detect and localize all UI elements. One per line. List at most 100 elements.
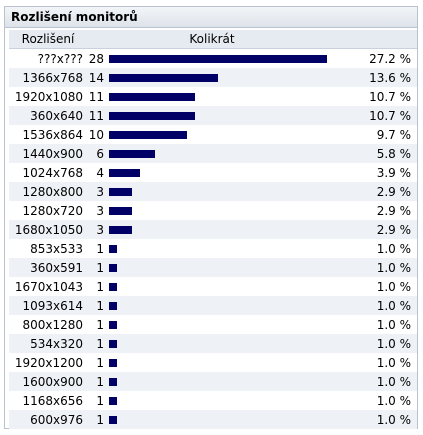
resolution-cell: ???x??? [9,48,87,68]
bar-cell [107,163,338,182]
table-row: 853x533 1 1.0 % [9,239,418,258]
share-bar [109,396,117,405]
monitor-resolution-panel: Rozlišení monitorů Rozlišení Kolikrát ??… [4,6,418,429]
share-bar [109,377,117,386]
bar-cell [107,220,338,239]
column-header-count: Kolikrát [87,30,338,49]
share-bar [109,320,117,329]
percent-cell: 2.9 % [337,201,418,220]
resolution-cell: 1440x900 [9,144,87,163]
panel-title: Rozlišení monitorů [5,7,417,28]
share-bar [109,282,117,291]
table-row: 360x640 11 10.7 % [9,106,418,125]
count-cell: 1 [87,391,107,410]
percent-cell: 1.0 % [337,372,418,391]
percent-cell: 10.7 % [337,87,418,106]
resolution-cell: 360x591 [9,258,87,277]
table-row: 1680x1050 3 2.9 % [9,220,418,239]
percent-cell: 1.0 % [337,334,418,353]
count-cell: 3 [87,182,107,201]
count-cell: 1 [87,353,107,372]
resolution-cell: 1280x800 [9,182,87,201]
count-cell: 1 [87,277,107,296]
share-bar [109,92,195,101]
table-row: 1093x614 1 1.0 % [9,296,418,315]
bar-cell [107,144,338,163]
table-row: 1920x1080 11 10.7 % [9,87,418,106]
percent-cell: 1.0 % [337,410,418,429]
count-cell: 28 [87,48,107,68]
bar-cell [107,315,338,334]
count-cell: 3 [87,220,107,239]
table-body: ???x??? 28 27.2 % 1366x768 14 13.6 % 1920x1080… [9,48,418,429]
table-row: 534x320 1 1.0 % [9,334,418,353]
share-bar [109,111,195,120]
percent-cell: 1.0 % [337,277,418,296]
count-cell: 6 [87,144,107,163]
share-bar [109,263,117,272]
table-row: 1670x1043 1 1.0 % [9,277,418,296]
table-row: 800x1280 1 1.0 % [9,315,418,334]
percent-cell: 1.0 % [337,315,418,334]
table-row: 1440x900 6 5.8 % [9,144,418,163]
share-bar [109,187,132,196]
share-bar [109,206,132,215]
resolution-cell: 1920x1200 [9,353,87,372]
table-row: 1366x768 14 13.6 % [9,68,418,87]
resolution-cell: 800x1280 [9,315,87,334]
share-bar [109,358,117,367]
resolution-cell: 1680x1050 [9,220,87,239]
count-cell: 1 [87,315,107,334]
bar-cell [107,48,338,68]
count-cell: 1 [87,372,107,391]
count-cell: 10 [87,125,107,144]
percent-cell: 1.0 % [337,239,418,258]
bar-cell [107,391,338,410]
table-row: 1280x720 3 2.9 % [9,201,418,220]
table-row: 1168x656 1 1.0 % [9,391,418,410]
percent-cell: 13.6 % [337,68,418,87]
count-cell: 3 [87,201,107,220]
bar-cell [107,410,338,429]
share-bar [109,54,327,63]
share-bar [109,244,117,253]
bar-cell [107,296,338,315]
share-bar [109,149,155,158]
resolution-cell: 600x976 [9,410,87,429]
bar-cell [107,353,338,372]
share-bar [109,73,218,82]
percent-cell: 10.7 % [337,106,418,125]
resolution-cell: 1093x614 [9,296,87,315]
percent-cell: 1.0 % [337,258,418,277]
bar-cell [107,87,338,106]
percent-cell: 1.0 % [337,391,418,410]
bar-cell [107,125,338,144]
percent-cell: 2.9 % [337,220,418,239]
count-cell: 11 [87,87,107,106]
share-bar [109,339,117,348]
percent-cell: 1.0 % [337,296,418,315]
table-row: 600x976 1 1.0 % [9,410,418,429]
count-cell: 11 [87,106,107,125]
count-cell: 1 [87,239,107,258]
resolution-cell: 534x320 [9,334,87,353]
table-row: 360x591 1 1.0 % [9,258,418,277]
resolution-cell: 853x533 [9,239,87,258]
resolution-cell: 1536x864 [9,125,87,144]
bar-cell [107,258,338,277]
percent-cell: 9.7 % [337,125,418,144]
percent-cell: 3.9 % [337,163,418,182]
bar-cell [107,277,338,296]
bar-cell [107,68,338,87]
table-header-row: Rozlišení Kolikrát [9,30,418,49]
share-bar [109,301,117,310]
resolution-cell: 1366x768 [9,68,87,87]
column-header-resolution: Rozlišení [9,30,87,49]
bar-cell [107,334,338,353]
count-cell: 4 [87,163,107,182]
bar-cell [107,201,338,220]
bar-cell [107,106,338,125]
table-row: 1280x800 3 2.9 % [9,182,418,201]
resolution-cell: 1920x1080 [9,87,87,106]
resolution-cell: 1600x900 [9,372,87,391]
